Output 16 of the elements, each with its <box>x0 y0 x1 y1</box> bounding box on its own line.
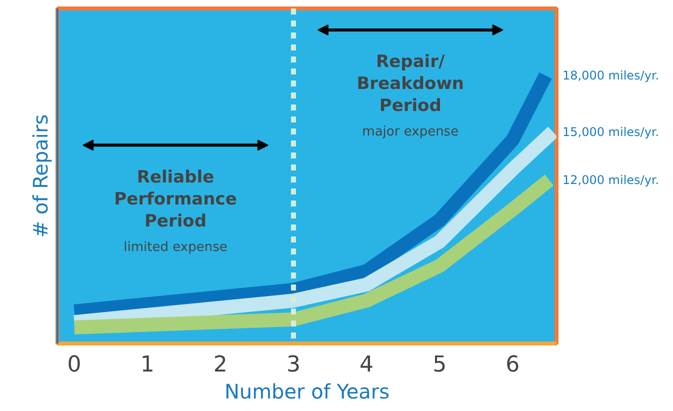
x-tick-label: 3 <box>286 352 300 378</box>
annotation: Repair/ Breakdown Period <box>356 52 464 116</box>
x-tick-label: 0 <box>67 352 82 378</box>
series-label: 12,000 miles/yr. <box>562 173 660 188</box>
annotation: limited expense <box>124 240 228 255</box>
annotation: major expense <box>362 124 459 140</box>
x-tick-label: 4 <box>360 352 374 378</box>
x-tick-label: 6 <box>506 352 520 378</box>
x-tick-label: 5 <box>432 352 447 378</box>
annotation: Reliable Performance Period <box>114 167 237 232</box>
series-label: 18,000 miles/yr. <box>562 68 660 82</box>
y-axis-title: # of Repairs <box>28 114 52 238</box>
x-axis-title: Number of Years <box>224 380 390 404</box>
series-label: 15,000 miles/yr. <box>562 124 660 139</box>
x-tick-label: 1 <box>140 352 154 378</box>
x-tick-label: 2 <box>213 352 228 378</box>
